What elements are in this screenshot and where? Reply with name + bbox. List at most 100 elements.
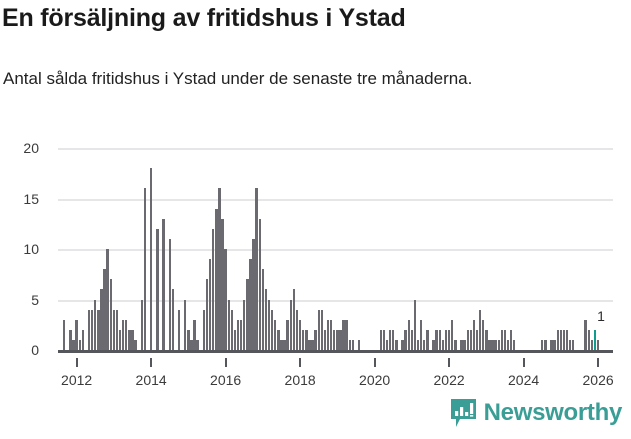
bar [382,329,386,350]
bar [78,339,81,350]
bar [252,238,255,350]
bar [274,319,277,350]
bar [208,259,212,350]
bar [419,319,423,350]
bar [478,309,482,350]
y-axis-tick-label: 10 [23,241,39,257]
bar [426,329,429,350]
bar [482,319,485,350]
bar [568,339,572,350]
bar [106,249,109,350]
bar [289,299,292,350]
bar [62,319,66,350]
bar [407,319,410,350]
bar [94,299,97,350]
bar [562,329,566,350]
bar [81,329,85,350]
bar [509,329,513,350]
bar [143,188,147,350]
bar-highlighted [593,329,597,350]
bar [491,339,494,350]
x-axis-tick-mark [75,358,78,367]
bar [202,309,206,350]
bar [348,339,351,350]
bar [404,329,407,350]
bar [416,339,420,350]
y-axis-tick-label: 15 [23,190,39,207]
bar [438,329,441,350]
bar [134,339,137,350]
x-axis-tick-mark [522,358,525,367]
bar [587,329,590,350]
bar [584,319,587,350]
bar [246,279,249,350]
bar [109,279,112,350]
bar [550,339,553,350]
gridline [58,148,613,150]
bar [475,329,479,350]
bar [115,309,119,350]
bar [432,339,435,350]
bar [494,339,497,350]
chart-plot-wrapper: 0 5 10 15 20 1 2012 2014 2016 2018 2020 2022 2024 2… [0,140,631,390]
bar [156,228,159,350]
bar [466,329,469,350]
bar [541,339,544,350]
bar [187,329,190,350]
x-axis-tick-label: 2012 [61,372,93,388]
x-axis-line [58,350,613,353]
bar [230,309,234,350]
bar [388,329,392,350]
x-axis-tick-mark [224,358,227,367]
bar [423,339,426,350]
bar [283,339,286,350]
bar [305,329,308,350]
bar [435,329,438,350]
bar [215,208,218,350]
bar [270,309,274,350]
bar [87,309,91,350]
bar [336,329,339,350]
bar [544,339,547,350]
bar [323,329,327,350]
bar [454,339,457,350]
y-axis-tick-label: 5 [31,291,39,308]
bar [590,339,594,350]
x-axis-tick-label: 2018 [284,372,316,388]
bar [333,329,336,350]
bar [221,218,224,350]
bar [131,329,134,350]
x-axis-tick-label: 2020 [359,372,391,388]
bar [401,339,404,350]
bar [342,319,345,350]
bar [513,339,516,350]
newsworthy-logo[interactable]: Newsworthy [450,398,622,428]
bar [121,319,125,350]
bar [497,339,500,350]
bar [112,309,116,350]
bar [345,319,348,350]
bar [311,339,314,350]
bar [280,339,283,350]
bar [162,218,165,350]
x-axis-tick-mark [150,358,153,367]
gridline [58,299,613,302]
bar-value-label: 1 [597,307,605,324]
bar [211,228,215,350]
bar [413,299,417,350]
bar [298,319,302,350]
bar [236,319,240,350]
bar [314,329,317,350]
bar [218,188,221,350]
bar [239,319,243,350]
x-axis-tick-mark [597,358,600,367]
plot-area: 1 2012 2014 2016 2018 2020 2022 2024 2026 [58,148,614,388]
bar [460,339,463,350]
bar [205,279,209,350]
bar [264,289,268,350]
bar [565,329,569,350]
bar [277,329,280,350]
bar [261,269,265,350]
bar [149,168,153,350]
chart-footer: Newsworthy [0,396,631,439]
